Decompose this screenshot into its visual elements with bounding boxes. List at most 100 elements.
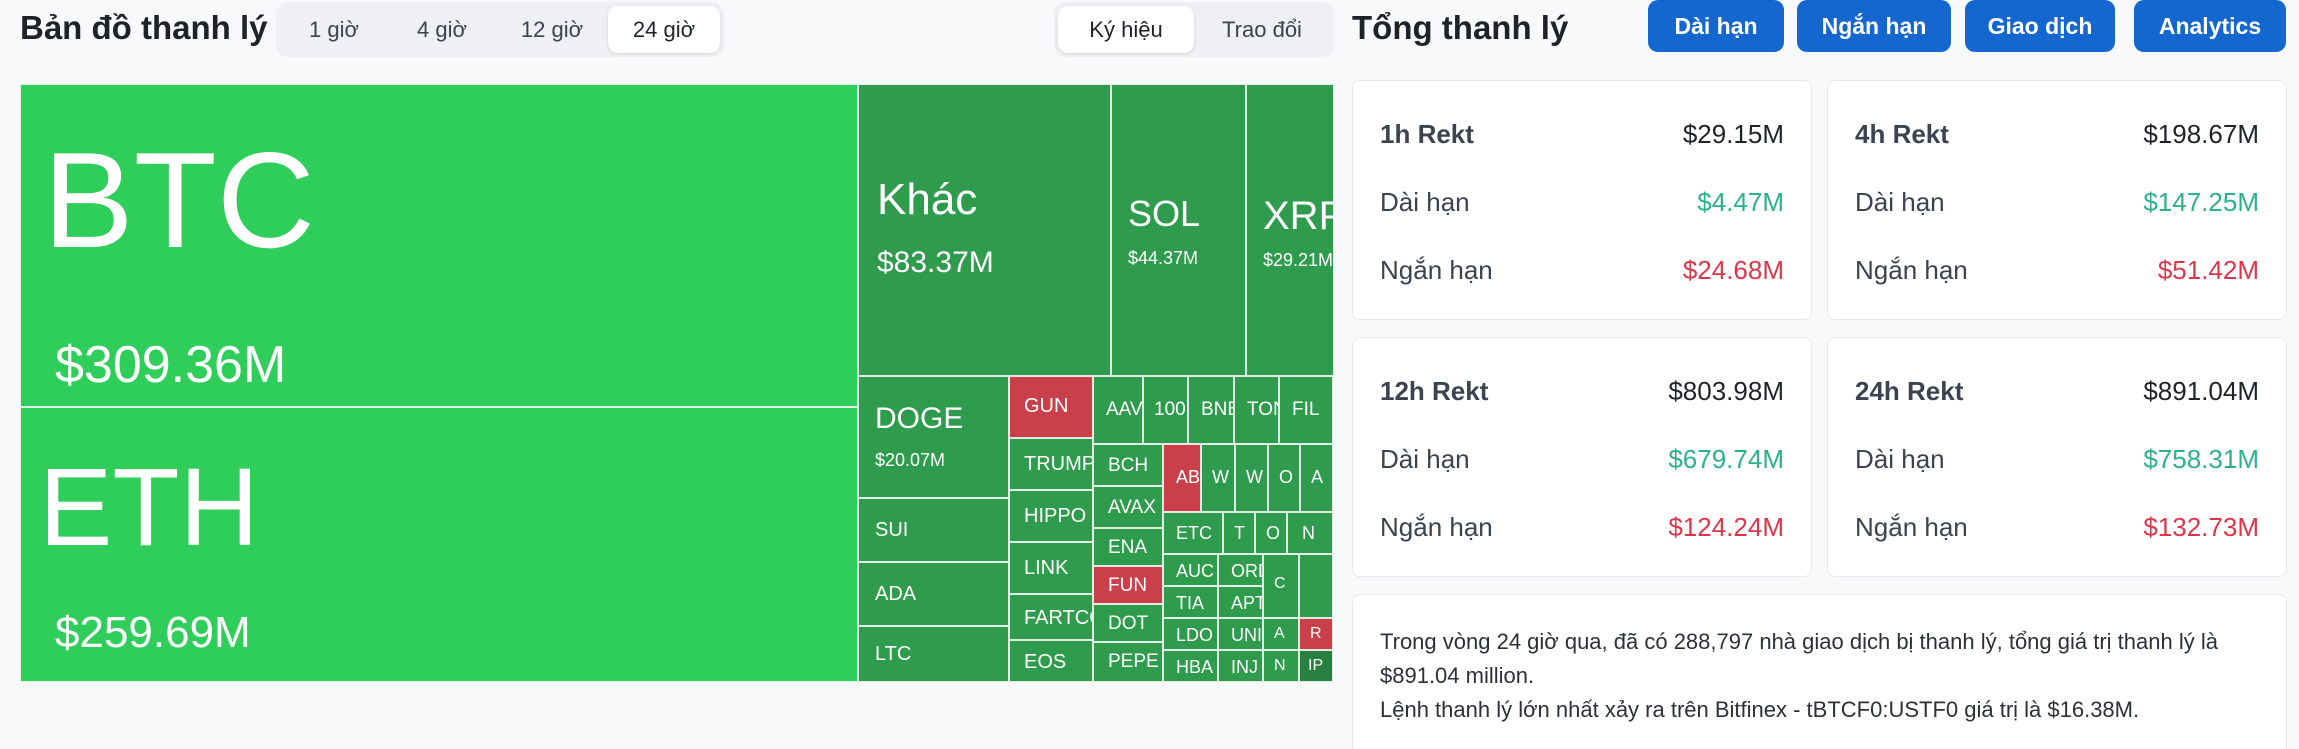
treemap-cell-trump[interactable]: TRUMP <box>1009 438 1093 490</box>
time-range-selector: 1 giờ 4 giờ 12 giờ 24 giờ <box>276 2 724 57</box>
treemap-cell-r[interactable]: R <box>1299 618 1333 650</box>
treemap-cell-fil[interactable]: FIL <box>1279 376 1333 444</box>
treemap-symbol: 100 <box>1154 399 1186 420</box>
tab-12h[interactable]: 12 giờ <box>520 16 584 42</box>
treemap-cell-ena[interactable]: ENA <box>1093 528 1163 566</box>
treemap-cell-doge[interactable]: DOGE $20.07M <box>858 376 1009 498</box>
treemap-cell-apt[interactable]: APT <box>1218 586 1263 618</box>
treemap-cell-auc[interactable]: AUC <box>1163 554 1218 586</box>
treemap-cell-100[interactable]: 100 <box>1143 376 1188 444</box>
analytics-button[interactable]: Analytics <box>2134 0 2286 52</box>
page-title: Bản đồ thanh lý <box>20 9 268 46</box>
short-button[interactable]: Ngắn hạn <box>1797 0 1951 52</box>
treemap-cell-sui[interactable]: SUI <box>858 498 1009 562</box>
note-line-2: Lệnh thanh lý lớn nhất xảy ra trên Bitfi… <box>1380 697 2140 722</box>
treemap-symbol: UNI <box>1231 625 1262 645</box>
rekt-card-1h: 1h Rekt $29.15M Dài hạn $4.47M Ngắn hạn … <box>1352 80 1812 320</box>
treemap-cell-o-b[interactable]: O <box>1255 512 1287 554</box>
card-total-row: 4h Rekt $198.67M <box>1855 119 2259 150</box>
card-long-value: $147.25M <box>2143 187 2259 217</box>
treemap-value: $44.37M <box>1128 248 1199 268</box>
treemap-symbol: BCH <box>1108 455 1149 476</box>
liquidation-summary-note: Trong vòng 24 giờ qua, đã có 288,797 nhà… <box>1352 594 2287 749</box>
treemap-cell-ada[interactable]: ADA <box>858 562 1009 626</box>
treemap-cell-fartco[interactable]: FARTCO <box>1009 594 1093 640</box>
treemap-cell-a-a[interactable]: A <box>1300 444 1333 512</box>
card-total: $891.04M <box>2143 376 2259 406</box>
treemap-cell-hba[interactable]: HBA <box>1163 650 1218 682</box>
treemap-cell-fun[interactable]: FUN <box>1093 566 1163 604</box>
treemap-cell-o-a[interactable]: O <box>1268 444 1300 512</box>
treemap-symbol: ADA <box>875 583 917 605</box>
treemap-cell-hippo[interactable]: HIPPO <box>1009 490 1093 542</box>
treemap-value: $29.21M <box>1263 250 1333 270</box>
treemap-value: $309.36M <box>55 336 287 394</box>
treemap-cell-inj[interactable]: INJ <box>1218 650 1263 682</box>
treemap-cell-w-a[interactable]: W <box>1201 444 1235 512</box>
treemap-symbol: ORD <box>1231 561 1262 581</box>
treemap-cell-ord[interactable]: ORD <box>1218 554 1263 586</box>
treemap-cell-eos[interactable]: EOS <box>1009 640 1093 682</box>
treemap-cell-bch[interactable]: BCH <box>1093 444 1163 486</box>
treemap-symbol: N <box>1302 523 1315 543</box>
treemap-symbol: PEPE <box>1108 651 1159 672</box>
treemap-symbol: O <box>1266 523 1281 543</box>
treemap-symbol: FIL <box>1292 399 1320 420</box>
treemap-cell-dot[interactable]: DOT <box>1093 604 1163 642</box>
tab-24h[interactable]: 24 giờ <box>608 6 720 53</box>
treemap-cell-avax[interactable]: AVAX <box>1093 486 1163 528</box>
treemap-cell-n-b[interactable]: N <box>1263 650 1299 682</box>
rekt-card-24h: 24h Rekt $891.04M Dài hạn $758.31M Ngắn … <box>1827 337 2287 577</box>
long-button[interactable]: Dài hạn <box>1648 0 1784 52</box>
treemap-cell-ab[interactable]: AB <box>1163 444 1201 512</box>
treemap-cell-gun[interactable]: GUN <box>1009 376 1093 438</box>
treemap-cell-pepe[interactable]: PEPE <box>1093 642 1163 682</box>
card-short-label: Ngắn hạn <box>1855 512 1968 542</box>
treemap-symbol: SOL <box>1128 193 1201 234</box>
treemap-symbol: FARTCO <box>1024 607 1092 629</box>
treemap-cell-xrp[interactable]: XRP $29.21M <box>1246 84 1333 376</box>
treemap-cell-w-b[interactable]: W <box>1235 444 1268 512</box>
treemap-value: $20.07M <box>875 450 946 470</box>
treemap-symbol: DOGE <box>875 402 964 435</box>
treemap-symbol: A <box>1274 625 1285 642</box>
tab-symbol[interactable]: Ký hiệu <box>1058 6 1194 53</box>
note-line-1: Trong vòng 24 giờ qua, đã có 288,797 nhà… <box>1380 629 2218 688</box>
treemap-cell-ip[interactable]: IP <box>1299 650 1333 682</box>
treemap-cell-eth[interactable]: ETH $259.69M <box>20 407 858 682</box>
card-total-row: 1h Rekt $29.15M <box>1380 119 1784 150</box>
treemap-cell-other[interactable]: Khác $83.37M <box>858 84 1111 376</box>
treemap-symbol: SUI <box>875 519 909 541</box>
card-long-value: $679.74M <box>1668 444 1784 474</box>
tab-exchange[interactable]: Trao đổi <box>1222 16 1302 42</box>
treemap-cell-btc[interactable]: BTC $309.36M <box>20 84 858 407</box>
treemap-cell-sol[interactable]: SOL $44.37M <box>1111 84 1246 376</box>
tab-4h[interactable]: 4 giờ <box>417 16 467 42</box>
treemap-cell-ltc[interactable]: LTC <box>858 626 1009 682</box>
treemap-cell-ton[interactable]: TON <box>1234 376 1279 444</box>
treemap-cell-tia[interactable]: TIA <box>1163 586 1218 618</box>
treemap-cell-a-b[interactable]: A <box>1263 618 1299 650</box>
treemap-cell-c[interactable]: C <box>1263 554 1299 618</box>
treemap-cell-small[interactable] <box>1299 554 1333 618</box>
card-long-row: Dài hạn $4.47M <box>1380 187 1784 218</box>
treemap-symbol: TRUMP <box>1024 453 1093 475</box>
treemap-cell-uni[interactable]: UNI <box>1218 618 1263 650</box>
card-short-label: Ngắn hạn <box>1855 255 1968 285</box>
treemap-cell-etc[interactable]: ETC <box>1163 512 1223 554</box>
treemap-symbol: LINK <box>1024 557 1069 579</box>
treemap-cell-link[interactable]: LINK <box>1009 542 1093 594</box>
summary-title: Tổng thanh lý <box>1352 9 1569 46</box>
card-long-label: Dài hạn <box>1855 444 1945 474</box>
treemap-cell-n-a[interactable]: N <box>1287 512 1333 554</box>
card-short-value: $124.24M <box>1668 512 1784 542</box>
treemap-symbol: W <box>1212 467 1229 487</box>
trade-button[interactable]: Giao dịch <box>1965 0 2115 52</box>
treemap-value: $83.37M <box>877 246 994 279</box>
treemap-cell-ldo[interactable]: LDO <box>1163 618 1218 650</box>
treemap-cell-t[interactable]: T <box>1223 512 1255 554</box>
treemap-symbol: N <box>1274 657 1286 674</box>
tab-1h[interactable]: 1 giờ <box>309 16 359 42</box>
treemap-cell-aave[interactable]: AAVE <box>1093 376 1143 444</box>
treemap-cell-bnb[interactable]: BNB <box>1188 376 1234 444</box>
